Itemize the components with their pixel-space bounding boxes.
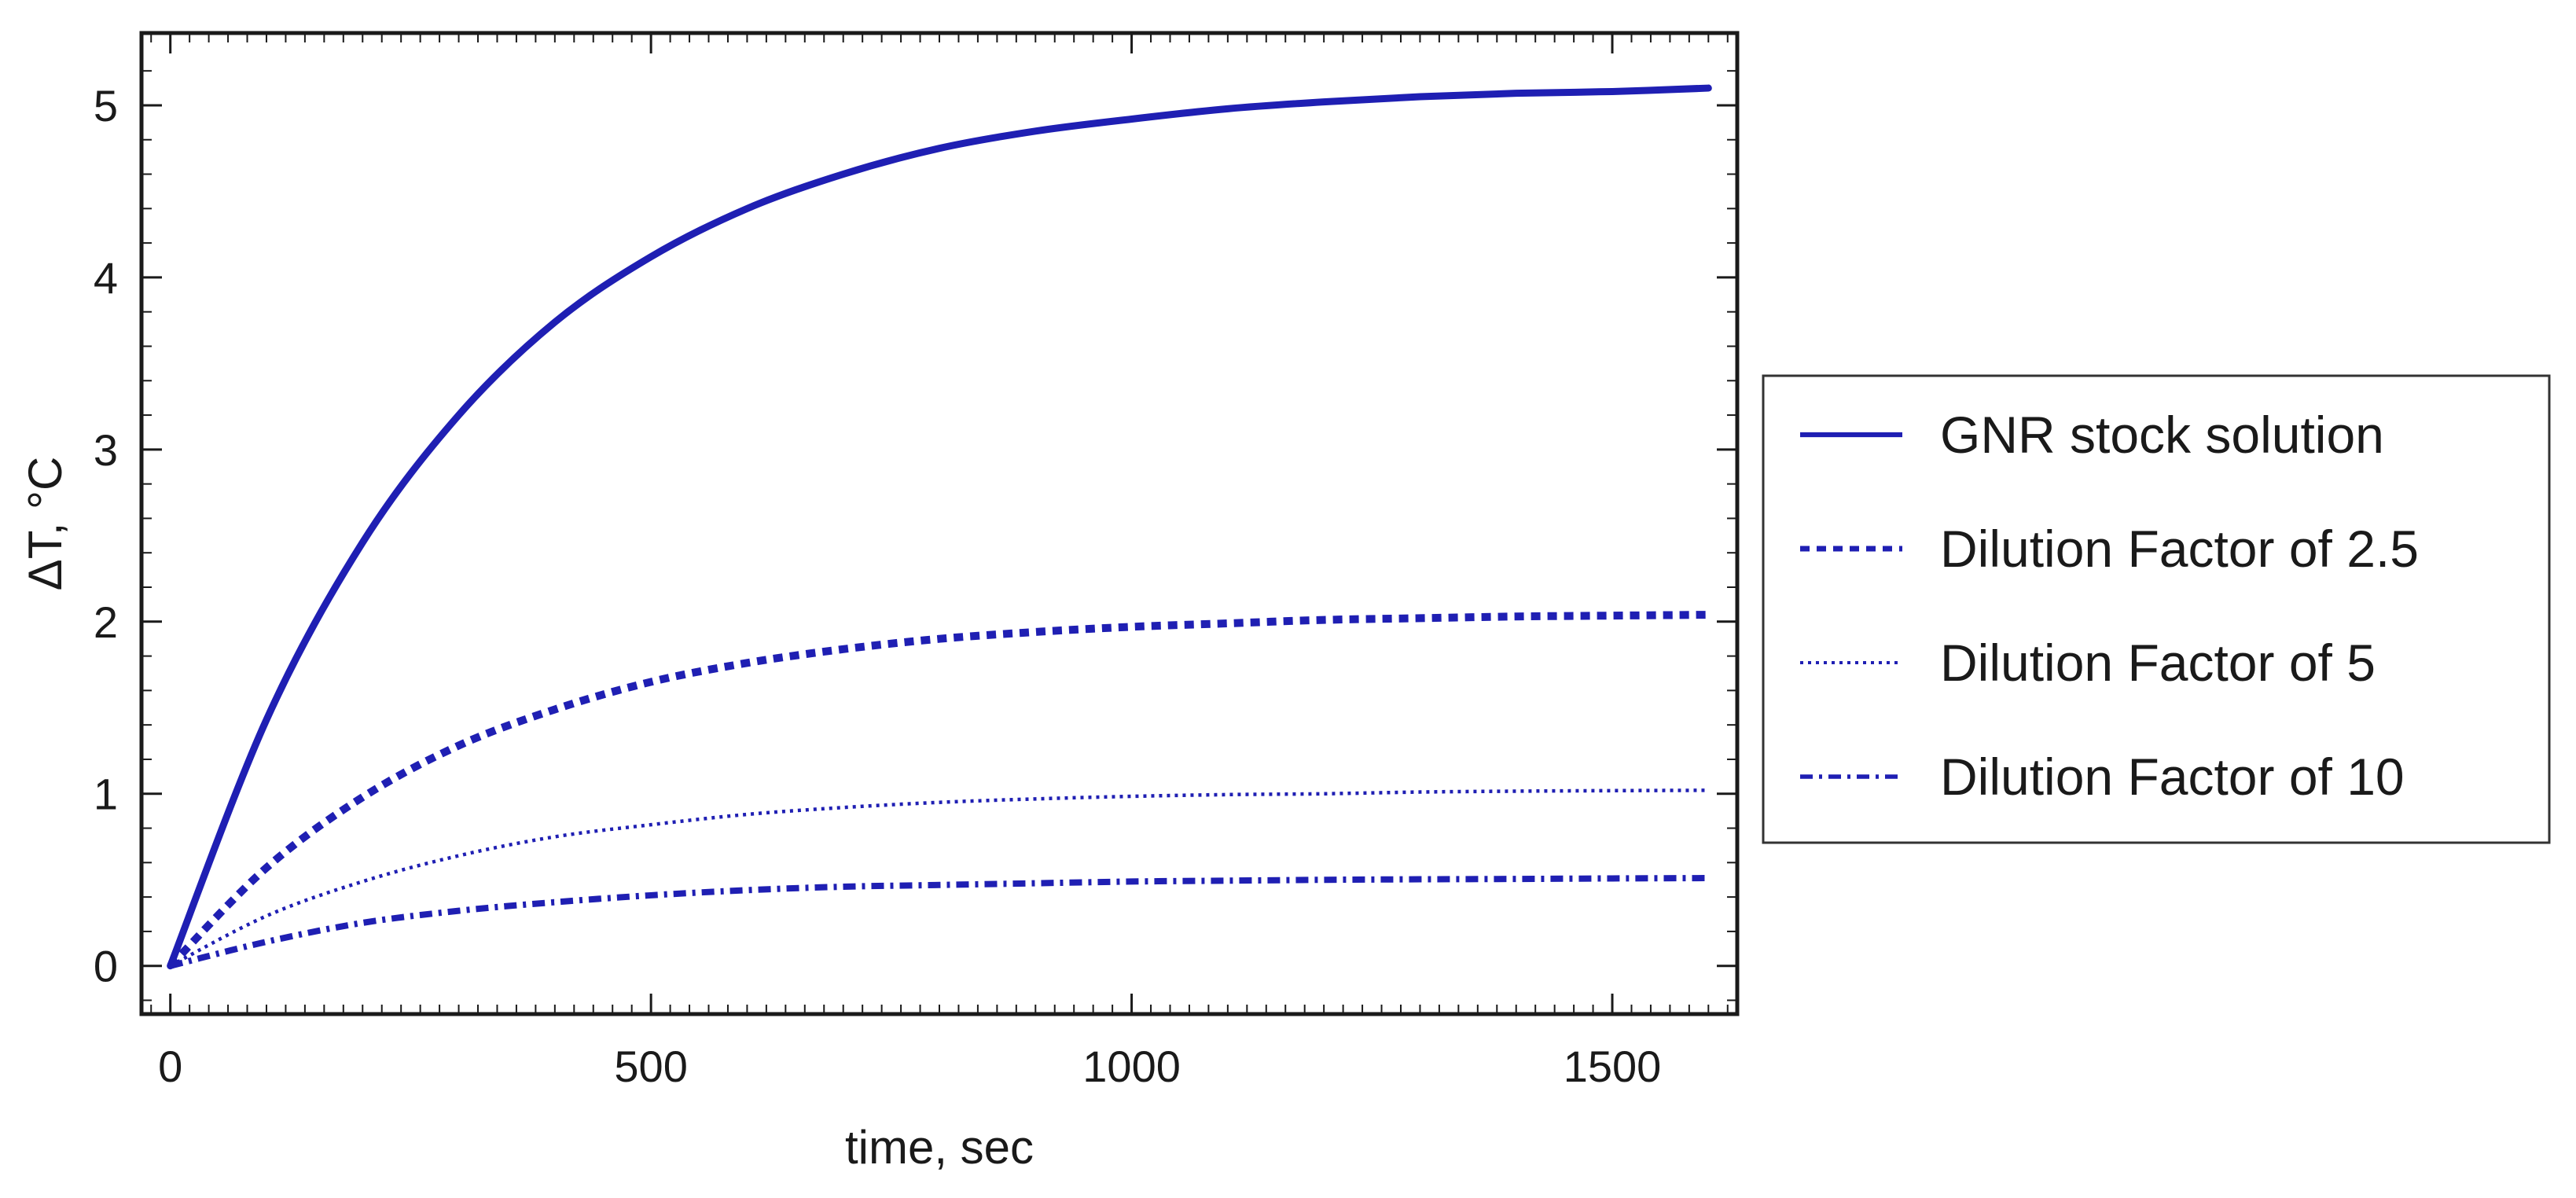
plot-area <box>167 84 1712 970</box>
series-line-1 <box>167 84 1712 970</box>
legend-label-2: Dilution Factor of 2.5 <box>1940 520 2419 578</box>
x-tick-label: 0 <box>158 1042 182 1091</box>
legend-items: GNR stock solution Dilution Factor of 2.5… <box>1800 406 2419 806</box>
y-tick-label: 1 <box>94 770 118 819</box>
y-tick-label: 5 <box>94 81 118 130</box>
legend-box <box>1762 374 2551 844</box>
series-line-3 <box>169 788 1709 968</box>
y-tick-label: 4 <box>94 253 118 303</box>
legend: GNR stock solution Dilution Factor of 2.5… <box>1762 374 2551 844</box>
axis-ticks: 0 500 1000 1500 0 1 2 3 4 5 <box>94 33 1737 1091</box>
legend-label-4: Dilution Factor of 10 <box>1940 748 2405 806</box>
y-axis-title: ΔT, °C <box>19 457 72 591</box>
series-line-4 <box>169 875 1709 969</box>
x-axis-title: time, sec <box>845 1121 1034 1174</box>
legend-label-3: Dilution Factor of 5 <box>1940 634 2376 692</box>
plot-frame <box>139 31 1740 1016</box>
x-tick-label: 500 <box>614 1042 687 1091</box>
legend-label-1: GNR stock solution <box>1940 406 2384 464</box>
x-tick-label: 1500 <box>1564 1042 1662 1091</box>
y-tick-label: 0 <box>94 942 118 991</box>
y-tick-label: 3 <box>94 425 118 475</box>
y-tick-label: 2 <box>94 597 118 647</box>
series-line-2 <box>167 611 1709 969</box>
x-tick-label: 1000 <box>1082 1042 1181 1091</box>
